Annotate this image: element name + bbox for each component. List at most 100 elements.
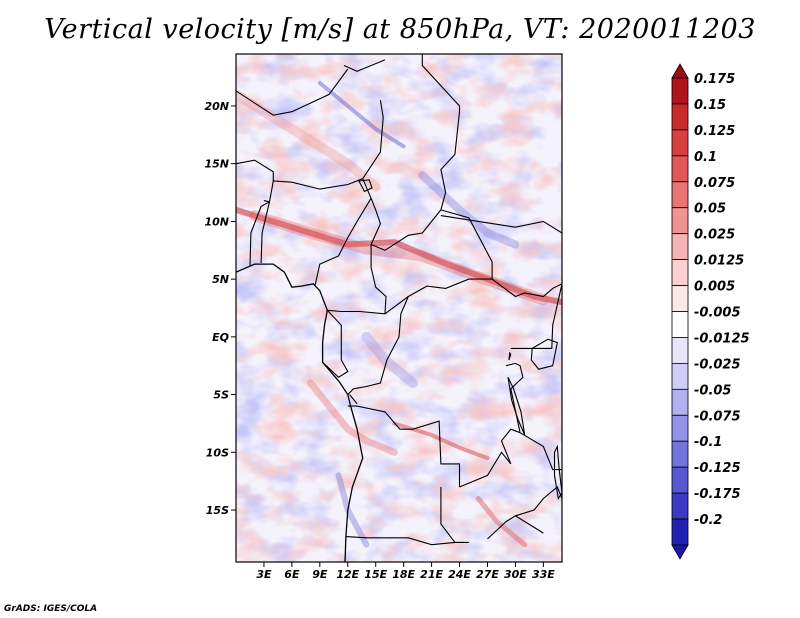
colorbar-label: 0.125 xyxy=(694,124,735,139)
border-line xyxy=(314,198,372,286)
colorbar-swatch xyxy=(671,492,689,520)
velocity-band xyxy=(361,331,418,388)
colorbar-label: -0.075 xyxy=(694,409,741,424)
longitude-axis: 3E 6E 9E 12E 15E 18E 21E 24E 27E 30E 33E xyxy=(256,562,555,581)
colorbar-swatch xyxy=(671,259,689,286)
colorbar-label: -0.2 xyxy=(694,513,722,528)
border-line xyxy=(349,394,358,405)
lat-tick-label: 15S xyxy=(206,504,229,517)
border-line xyxy=(505,362,524,433)
colorbar-swatch xyxy=(671,440,689,468)
lake-outline xyxy=(530,338,558,370)
lon-tick-label: 24E xyxy=(448,568,471,581)
colorbar-swatch xyxy=(671,337,689,364)
border-line xyxy=(459,428,521,488)
colorbar-swatch xyxy=(671,207,689,235)
colorbar-label: 0.0125 xyxy=(694,254,744,269)
border-line xyxy=(347,405,461,487)
border-line xyxy=(362,111,461,251)
colorbar-swatch xyxy=(671,233,689,261)
lake-outline xyxy=(508,351,512,361)
velocity-band xyxy=(317,80,406,149)
colorbar-label: -0.05 xyxy=(694,383,731,398)
velocity-band xyxy=(249,210,549,306)
velocity-band xyxy=(418,171,520,249)
border-line xyxy=(327,244,387,315)
velocity-band xyxy=(236,89,381,192)
border-line xyxy=(260,201,271,264)
border-line xyxy=(236,159,274,181)
colorbar-label: 0.075 xyxy=(694,176,735,191)
lon-tick-label: 27E xyxy=(476,568,499,581)
colorbar-label: -0.1 xyxy=(694,435,722,450)
colorbar-swatch xyxy=(671,414,689,442)
lake-outline xyxy=(358,179,373,193)
colorbar-label: 0.05 xyxy=(694,202,726,217)
country-borders xyxy=(236,54,562,562)
colorbar-swatch xyxy=(671,311,689,338)
border-line xyxy=(236,68,349,116)
border-line xyxy=(440,487,456,543)
colorbar-label: -0.0125 xyxy=(694,331,750,346)
colorbar-swatch xyxy=(671,466,689,494)
lon-tick-label: 21E xyxy=(420,568,443,581)
lake-outline xyxy=(553,444,562,501)
border-line xyxy=(343,59,386,72)
velocity-band xyxy=(475,496,528,548)
lat-tick-label: 5N xyxy=(212,273,229,286)
colorbar-min-arrow xyxy=(671,544,689,560)
colorbar-swatch xyxy=(671,362,689,390)
colorbar-swatch xyxy=(671,181,689,209)
border-line xyxy=(421,54,461,112)
colorbar-label: 0.15 xyxy=(694,98,726,113)
lon-tick-label: 30E xyxy=(504,568,527,581)
border-line xyxy=(347,296,409,395)
border-line xyxy=(362,100,384,180)
colorbar-label: 0.175 xyxy=(694,72,735,87)
lon-tick-label: 9E xyxy=(312,568,328,581)
colorbar-max-arrow xyxy=(671,63,689,79)
colorbar-label: 0.005 xyxy=(694,280,735,295)
border-line xyxy=(515,486,562,517)
colorbar-swatch xyxy=(671,155,689,183)
border-line xyxy=(384,209,493,315)
lon-tick-label: 3E xyxy=(256,568,272,581)
lat-tick-label: 5S xyxy=(213,389,229,402)
colorbar-label: -0.025 xyxy=(694,357,741,372)
colorbar-swatch xyxy=(671,103,689,131)
lon-tick-label: 33E xyxy=(532,568,555,581)
latitude-axis: 20N 15N 10N 5N EQ 5S 10S 15S xyxy=(204,100,236,517)
colorbar-swatch xyxy=(671,285,689,312)
footer-credit: GrADS: IGES/COLA xyxy=(4,604,98,614)
lat-tick-label: EQ xyxy=(212,331,229,344)
coastline xyxy=(236,263,364,562)
border-line xyxy=(322,309,349,378)
colorbar-swatch xyxy=(671,129,689,157)
colorbar-label: 0.025 xyxy=(694,228,735,243)
colorbar-label: -0.175 xyxy=(694,487,741,502)
colorbar-swatch xyxy=(671,77,689,105)
border-line xyxy=(487,515,544,540)
border-line xyxy=(345,536,469,546)
lat-tick-label: 15N xyxy=(204,158,229,171)
border-line xyxy=(510,283,562,349)
colorbar-label: 0.1 xyxy=(694,150,717,165)
colorbar: 0.175 0.15 0.125 0.1 0.075 0.05 0.025 0.0125 0.0… xyxy=(671,63,750,560)
colorbar-label: -0.125 xyxy=(694,461,741,476)
velocity-band xyxy=(307,379,398,456)
colorbar-label: -0.005 xyxy=(694,306,741,321)
lat-tick-label: 20N xyxy=(204,100,229,113)
lon-tick-label: 18E xyxy=(392,568,415,581)
border-line xyxy=(519,432,562,471)
colorbar-swatch xyxy=(671,388,689,416)
border-line xyxy=(440,215,562,234)
chart-title: Vertical velocity [m/s] at 850hPa, VT: 2… xyxy=(44,14,756,45)
lat-tick-label: 10S xyxy=(206,446,229,459)
lat-tick-label: 10N xyxy=(204,215,229,228)
lon-tick-label: 15E xyxy=(364,568,387,581)
map-frame xyxy=(235,53,563,563)
lake-outline xyxy=(507,377,526,436)
lon-tick-label: 12E xyxy=(336,568,359,581)
border-line xyxy=(249,201,270,267)
